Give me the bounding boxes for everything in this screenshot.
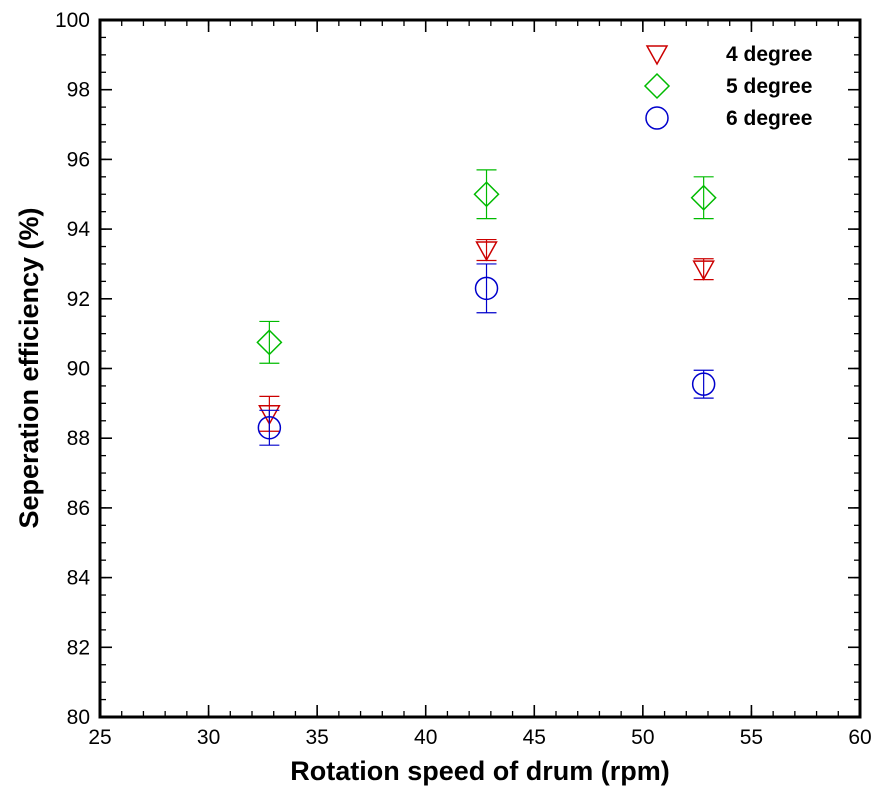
- x-tick-label: 60: [848, 726, 871, 749]
- y-tick-label: 84: [67, 567, 91, 590]
- y-tick-label: 80: [67, 706, 90, 729]
- legend-marker-5-degree: [643, 72, 671, 100]
- y-axis-title: Seperation efficiency (%): [14, 207, 44, 528]
- legend-label-4-degree: 4 degree: [726, 43, 812, 66]
- x-tick-label: 50: [631, 726, 654, 749]
- data-point-6-degree: [257, 415, 282, 440]
- data-point-6-degree: [691, 372, 716, 396]
- data-point-4-degree: [692, 260, 715, 281]
- x-tick-label: 40: [414, 726, 437, 749]
- plot-frame: [98, 18, 862, 719]
- data-point-4-degree: [475, 241, 498, 262]
- x-tick-label: 35: [305, 726, 328, 749]
- x-tick-label: 55: [740, 726, 763, 749]
- y-tick-label: 100: [55, 9, 90, 32]
- data-point-5-degree: [690, 184, 717, 211]
- x-tick-label: 30: [197, 726, 220, 749]
- data-point-4-degree: [258, 405, 281, 426]
- x-axis-title: Rotation speed of drum (rpm): [290, 756, 670, 786]
- y-tick-label: 88: [67, 427, 90, 450]
- y-tick-label: 86: [67, 497, 90, 520]
- y-tick-label: 82: [67, 636, 90, 659]
- plot-marks: [256, 169, 717, 446]
- legend-label-5-degree: 5 degree: [726, 75, 812, 98]
- tick-labels: 25 30 35 40 45 50 55 60 80 82 84 86 88 90 92 94 96 98 100: [55, 9, 872, 749]
- y-tick-label: 92: [67, 288, 90, 311]
- x-tick-label: 45: [523, 726, 546, 749]
- data-point-5-degree: [473, 181, 500, 208]
- data-point-5-degree: [256, 329, 283, 356]
- y-tick-label: 94: [67, 218, 91, 241]
- legend-marker-4-degree: [645, 45, 669, 66]
- y-tick-label: 96: [67, 148, 90, 171]
- legend: 4 degree 5 degree 6 degree: [643, 43, 812, 130]
- y-tick-label: 98: [67, 79, 90, 102]
- x-tick-label: 25: [88, 726, 111, 749]
- y-tick-label: 90: [67, 358, 90, 381]
- legend-label-6-degree: 6 degree: [726, 107, 812, 130]
- data-point-6-degree: [474, 276, 499, 301]
- legend-marker-6-degree: [645, 106, 669, 130]
